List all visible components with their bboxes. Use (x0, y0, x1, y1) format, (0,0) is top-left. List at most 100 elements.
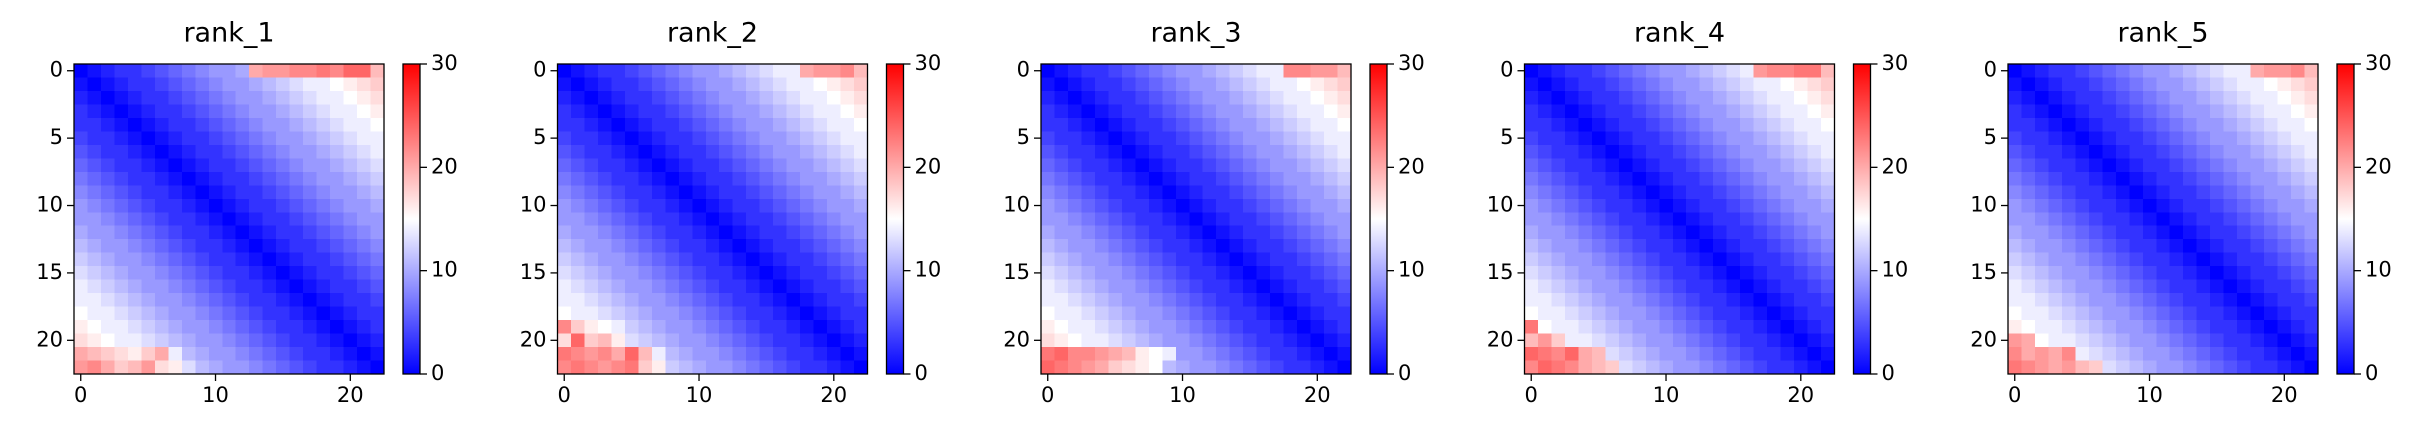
heatmap-cell (1767, 320, 1782, 335)
heatmap-cell (1578, 212, 1593, 227)
heatmap-cell (570, 347, 585, 362)
heatmap-cell (1578, 225, 1593, 240)
heatmap-cell (786, 185, 801, 200)
heatmap-cell (1645, 104, 1660, 119)
heatmap-cell (1324, 90, 1339, 105)
heatmap-cell (74, 104, 88, 119)
heatmap-cell (1310, 360, 1325, 375)
heatmap-cell (1686, 212, 1701, 227)
heatmap-cell (222, 279, 237, 294)
heatmap-cell (1686, 171, 1701, 186)
heatmap-cell (1726, 77, 1741, 92)
heatmap-cell (2237, 320, 2252, 335)
heatmap-cell (1243, 279, 1258, 294)
heatmap-cell (692, 347, 707, 362)
heatmap-cell (1632, 266, 1647, 281)
heatmap-cell (2250, 279, 2265, 294)
heatmap-cell (719, 185, 734, 200)
heatmap-cell (370, 198, 385, 213)
heatmap-cell (249, 225, 264, 240)
heatmap-cell (1578, 293, 1593, 308)
heatmap-cell (2156, 131, 2171, 146)
heatmap-cell (289, 171, 304, 186)
heatmap-cell (303, 158, 318, 173)
heatmap-cell (1821, 225, 1835, 240)
heatmap-cell (168, 333, 183, 348)
heatmap-cell (1081, 279, 1096, 294)
heatmap-cell (2048, 158, 2063, 173)
heatmap-cell (2156, 360, 2171, 375)
heatmap-cell (746, 198, 761, 213)
heatmap-cell (597, 212, 612, 227)
x-tick-label: 20 (2271, 383, 2298, 407)
heatmap-cell (678, 212, 693, 227)
heatmap-cell (827, 225, 842, 240)
heatmap-cell (100, 117, 115, 132)
heatmap-cell (1256, 306, 1271, 321)
heatmap-cell (1108, 158, 1123, 173)
heatmap-cell (1780, 293, 1795, 308)
heatmap-cell (786, 225, 801, 240)
heatmap-cell (1175, 158, 1190, 173)
heatmap-cell (2237, 131, 2252, 146)
heatmap-cell (2183, 212, 2198, 227)
heatmap-cell (1713, 252, 1728, 267)
heatmap-cell (330, 320, 345, 335)
heatmap-cell (1821, 279, 1835, 294)
heatmap-cell (1310, 293, 1325, 308)
heatmap-cell (2061, 171, 2076, 186)
heatmap-cell (827, 144, 842, 159)
heatmap-cell (1202, 117, 1217, 132)
heatmap-cell (2142, 77, 2157, 92)
heatmap-cell (759, 347, 774, 362)
heatmap-cell (276, 347, 291, 362)
heatmap-cell (1297, 306, 1312, 321)
heatmap-cell (330, 77, 345, 92)
heatmap-cell (732, 279, 747, 294)
heatmap-cell (1310, 239, 1325, 254)
heatmap-cell (678, 131, 693, 146)
heatmap-cell (759, 171, 774, 186)
heatmap-cell (2237, 185, 2252, 200)
heatmap-cell (1310, 333, 1325, 348)
heatmap-cell (800, 293, 815, 308)
heatmap-cell (597, 104, 612, 119)
heatmap-cell (2156, 293, 2171, 308)
heatmap-cell (1216, 266, 1231, 281)
heatmap-cell (1699, 225, 1714, 240)
heatmap-cell (2277, 360, 2292, 375)
heatmap-cell (786, 158, 801, 173)
heatmap-cell (773, 117, 788, 132)
heatmap-cell (222, 77, 237, 92)
heatmap-cell (1148, 252, 1163, 267)
heatmap-cell (746, 90, 761, 105)
heatmap-cell (1121, 360, 1136, 375)
heatmap-cell (1121, 239, 1136, 254)
heatmap-cell (732, 333, 747, 348)
x-tick-label: 0 (558, 383, 571, 407)
heatmap-cell (2304, 252, 2319, 267)
heatmap-cell (1632, 252, 1647, 267)
heatmap-cell (692, 158, 707, 173)
heatmap-cell (705, 320, 720, 335)
heatmap-cell (1108, 320, 1123, 335)
heatmap-cell (1659, 333, 1674, 348)
heatmap-cell (2210, 266, 2225, 281)
heatmap-cell (1135, 347, 1150, 362)
heatmap-cell (597, 198, 612, 213)
heatmap-cell (1551, 212, 1566, 227)
heatmap-cell (2115, 131, 2130, 146)
heatmap-cell (168, 90, 183, 105)
heatmap-cell (181, 131, 196, 146)
heatmap-cell (330, 212, 345, 227)
heatmap-cell (2102, 77, 2117, 92)
heatmap-cell (2169, 225, 2184, 240)
heatmap-cell (597, 306, 612, 321)
heatmap-cell (1310, 171, 1325, 186)
heatmap-cell (732, 320, 747, 335)
heatmap-cell (208, 279, 223, 294)
heatmap-cell (2210, 77, 2225, 92)
heatmap-cell (303, 266, 318, 281)
heatmap-cell (1297, 293, 1312, 308)
